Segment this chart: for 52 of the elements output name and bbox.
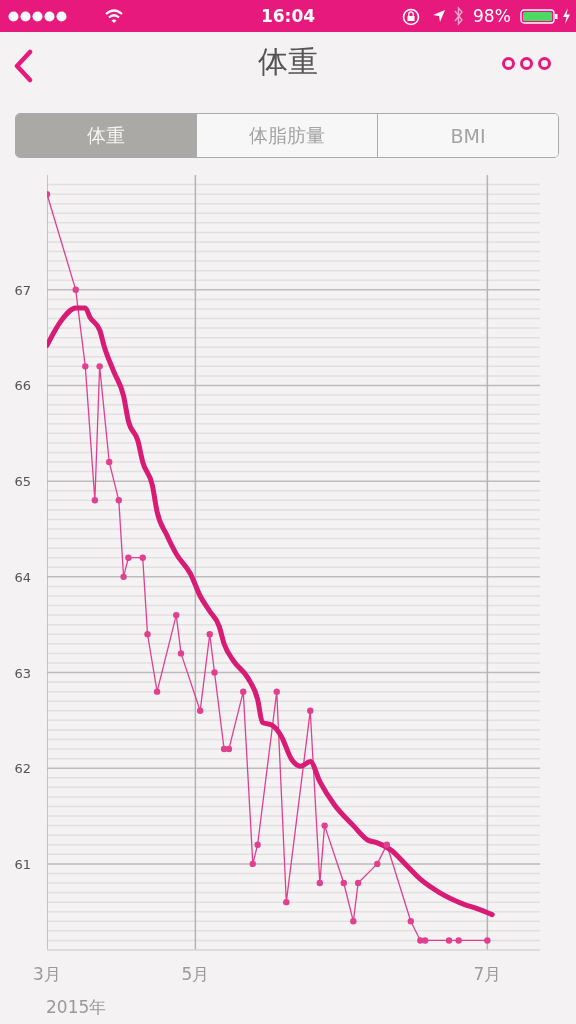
point	[240, 688, 247, 695]
text: 98%	[473, 6, 511, 26]
point	[407, 918, 414, 925]
point	[383, 841, 391, 848]
point	[211, 669, 218, 676]
text: 16:04	[260, 6, 316, 26]
point	[283, 898, 290, 906]
point	[445, 937, 453, 944]
point	[354, 879, 362, 887]
y-tick-label: 67	[14, 282, 31, 298]
point	[206, 631, 213, 638]
y-tick-label: 65	[14, 474, 31, 490]
point	[350, 918, 357, 925]
x-tick-label: 7月	[473, 964, 502, 984]
point	[249, 860, 257, 868]
point	[106, 458, 113, 466]
text: 体脂肪量	[196, 114, 377, 157]
y-tick-label: 62	[14, 761, 31, 777]
point	[273, 688, 280, 695]
point	[196, 707, 204, 714]
point	[115, 497, 122, 504]
point	[254, 841, 261, 848]
x-tick-label: 3月	[33, 964, 61, 984]
text: 2015年	[46, 996, 107, 1019]
point	[91, 497, 99, 504]
point	[153, 688, 161, 695]
point	[340, 879, 347, 887]
point	[173, 611, 180, 619]
point	[72, 286, 79, 294]
point	[225, 745, 233, 753]
point	[316, 879, 324, 887]
point	[307, 707, 314, 714]
point	[120, 573, 127, 581]
point	[321, 822, 328, 829]
x-tick-label: 5月	[181, 964, 210, 984]
y-tick-label: 64	[14, 569, 31, 585]
chart-title: 体重	[257, 43, 319, 81]
y-tick-label: 63	[14, 665, 31, 681]
point	[177, 650, 185, 657]
point	[139, 554, 146, 561]
point	[455, 937, 462, 944]
point	[125, 554, 132, 561]
point	[484, 937, 491, 944]
point	[82, 363, 89, 370]
text: 体重	[16, 114, 196, 157]
point	[144, 631, 151, 638]
point	[96, 363, 103, 370]
y-tick-label: 66	[14, 378, 31, 394]
point	[374, 860, 381, 868]
text: BMI	[377, 114, 558, 157]
y-tick-label: 61	[14, 856, 31, 872]
point	[421, 937, 429, 944]
